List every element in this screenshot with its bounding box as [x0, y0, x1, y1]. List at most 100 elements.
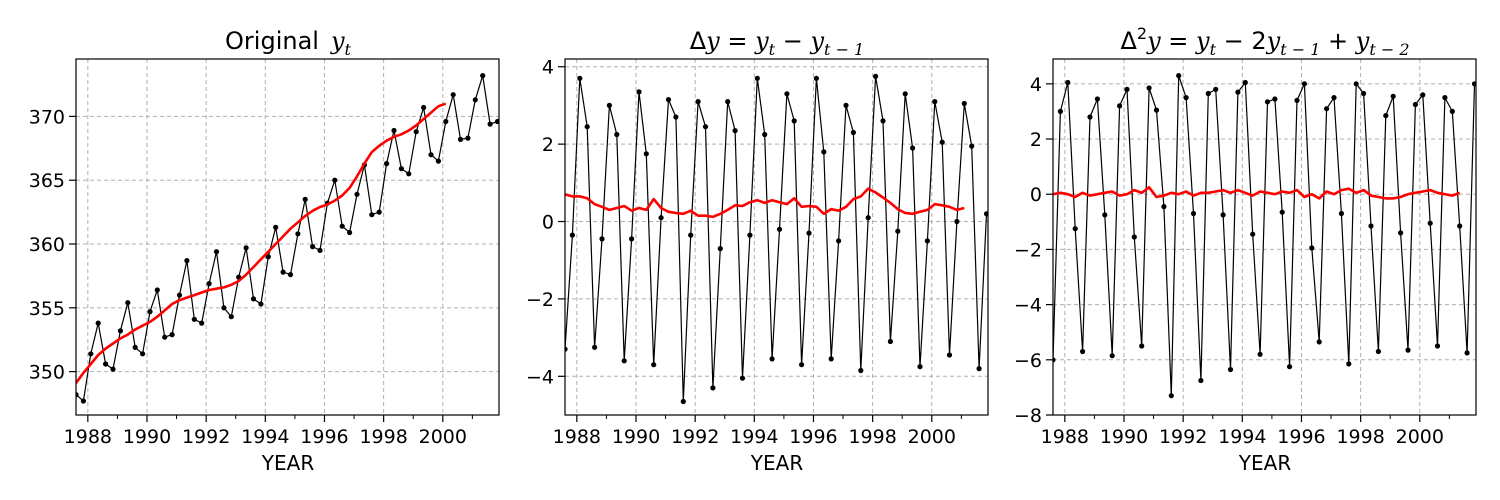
data-point — [584, 124, 590, 130]
data-point — [636, 89, 642, 95]
y-tick-label: 0 — [542, 212, 554, 234]
y-tick-label: 2 — [1030, 129, 1042, 151]
data-point — [413, 129, 419, 135]
data-point — [1065, 79, 1071, 86]
data-point — [939, 139, 945, 145]
data-point — [828, 356, 834, 362]
data-point — [317, 247, 323, 253]
data-point — [843, 102, 849, 108]
data-point — [125, 300, 131, 306]
data-point — [339, 223, 345, 229]
chart-title: Original yt — [225, 27, 351, 59]
data-point — [1176, 73, 1182, 79]
data-point — [747, 232, 753, 238]
data-point — [398, 166, 404, 172]
data-point — [1139, 343, 1145, 349]
data-series-line — [1053, 74, 1476, 397]
x-tick-label: 1990 — [1100, 426, 1148, 448]
panel-second-difference: Δ2y = yt − 2yt − 1 + yt − 2 YEAR 1988 199… — [1014, 24, 1477, 475]
x-tick-label: 2000 — [419, 426, 467, 448]
data-point — [717, 246, 723, 252]
data-point — [961, 100, 967, 107]
smoothed-series-line — [76, 102, 447, 384]
data-point — [243, 245, 249, 251]
data-point — [665, 97, 672, 103]
data-point — [1153, 107, 1160, 113]
data-point — [565, 346, 568, 352]
data-point — [1124, 86, 1130, 92]
x-tick-label: 1994 — [241, 426, 289, 448]
y-tick-label: 2 — [542, 134, 554, 156]
x-tick-label: 1990 — [123, 426, 171, 448]
x-tick-label: 1992 — [1159, 426, 1207, 448]
x-tick-label: 1996 — [789, 426, 837, 448]
y-tick-label: 365 — [29, 170, 65, 192]
data-point — [629, 236, 635, 242]
data-point — [228, 314, 234, 320]
y-tick-label: 4 — [542, 57, 554, 79]
data-point — [184, 258, 190, 264]
data-point — [592, 344, 598, 350]
data-point — [1272, 96, 1278, 102]
data-point — [932, 99, 938, 105]
data-point — [347, 229, 353, 236]
data-point — [110, 366, 116, 372]
data-point — [917, 364, 923, 370]
data-series-line — [76, 74, 498, 402]
panel-original: Original yt YEAR 1988 1990 1992 1994 1996 1998… — [29, 27, 500, 475]
data-point — [784, 91, 790, 97]
y-tick-label: −6 — [1014, 350, 1042, 372]
data-point — [465, 135, 471, 141]
data-point — [258, 301, 264, 307]
data-point — [813, 75, 820, 81]
data-point — [199, 320, 205, 326]
data-point — [858, 367, 864, 374]
data-point — [924, 238, 931, 244]
data-point — [1449, 108, 1455, 114]
x-tick-label: 2000 — [1396, 426, 1444, 448]
data-point — [1442, 95, 1448, 101]
y-tick-label: 370 — [29, 106, 65, 128]
data-point — [1053, 357, 1056, 363]
data-point — [836, 238, 842, 244]
data-point — [754, 75, 760, 81]
data-point — [1087, 114, 1093, 120]
data-point — [1346, 361, 1352, 367]
data-point — [1309, 245, 1315, 251]
data-point — [265, 254, 271, 260]
data-point — [480, 73, 486, 79]
data-point — [435, 158, 441, 164]
x-tick-label: 1990 — [612, 426, 660, 448]
data-point — [1471, 81, 1476, 87]
data-point — [1057, 108, 1063, 114]
plot-frame — [1052, 58, 1477, 416]
plot-frame — [564, 58, 989, 416]
data-point — [1390, 93, 1396, 99]
data-point — [1405, 347, 1411, 353]
data-point — [946, 352, 953, 358]
data-point — [1398, 230, 1404, 236]
y-tick-label: −4 — [1014, 295, 1042, 317]
data-point — [1220, 212, 1226, 218]
x-tick-label: 1988 — [553, 426, 601, 448]
data-point — [983, 211, 988, 217]
data-point — [443, 118, 449, 125]
data-point — [376, 209, 382, 215]
data-point — [132, 344, 138, 350]
data-point — [1190, 210, 1197, 217]
data-point — [895, 228, 901, 234]
x-tick-label: 1992 — [182, 426, 230, 448]
x-tick-label: 1998 — [359, 426, 407, 448]
data-point — [1161, 204, 1167, 210]
data-point — [103, 361, 109, 367]
y-tick-label: −2 — [1014, 239, 1042, 261]
data-point — [1420, 92, 1426, 98]
data-point — [406, 171, 412, 177]
data-point — [391, 127, 397, 134]
data-point — [976, 366, 982, 372]
data-point — [457, 136, 464, 142]
data-point — [1279, 209, 1285, 215]
data-point — [1109, 353, 1115, 359]
data-point — [1117, 103, 1123, 109]
data-point — [384, 161, 390, 167]
